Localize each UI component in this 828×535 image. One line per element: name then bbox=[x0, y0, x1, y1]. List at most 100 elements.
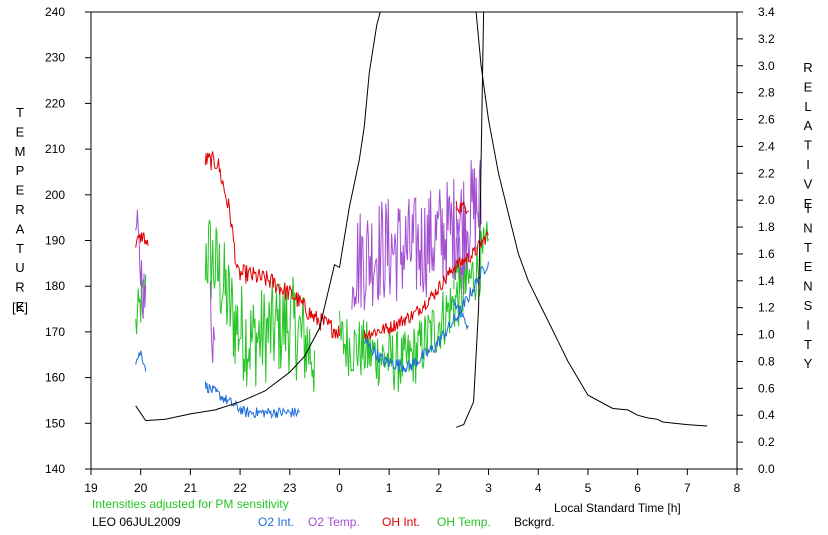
left-axis-title-letter: E bbox=[16, 124, 25, 139]
right-tick-label: 0.2 bbox=[758, 435, 775, 449]
series-line-segment bbox=[351, 159, 482, 311]
series-line-segment bbox=[204, 150, 340, 339]
right-axis-title-letter: T bbox=[804, 337, 812, 352]
series-line-segment bbox=[475, 11, 708, 427]
left-tick-label: 160 bbox=[45, 371, 65, 385]
right-tick-label: 0.8 bbox=[758, 354, 775, 368]
left-axis-title-letter: R bbox=[15, 202, 24, 217]
left-axis-title-letter: R bbox=[15, 280, 24, 295]
x-tick-label: 2 bbox=[436, 481, 443, 495]
legend: O2 Int. O2 Temp. OH Int. OH Temp. Bckgrd. bbox=[258, 515, 555, 529]
left-tick-label: 150 bbox=[45, 416, 65, 430]
right-axis-title-letter: I bbox=[806, 317, 810, 332]
left-tick-label: 210 bbox=[45, 142, 65, 156]
right-tick-label: 2.0 bbox=[758, 193, 775, 207]
x-tick-label: 5 bbox=[585, 481, 592, 495]
sensitivity-note: Intensities adjusted for PM sensitivity bbox=[92, 497, 289, 511]
x-tick-label: 23 bbox=[283, 481, 297, 495]
series-layer bbox=[135, 11, 708, 428]
right-tick-label: 1.8 bbox=[758, 220, 775, 234]
series-line-segment bbox=[455, 201, 469, 215]
x-tick-label: 8 bbox=[734, 481, 741, 495]
series-line-segment bbox=[135, 232, 149, 248]
x-tick-label: 19 bbox=[84, 481, 98, 495]
right-axis-title-letter: S bbox=[804, 298, 813, 313]
right-axis-title-letter: I bbox=[806, 157, 810, 172]
series-line-segment bbox=[209, 281, 216, 364]
right-tick-label: 2.8 bbox=[758, 86, 775, 100]
right-axis-title-letter: Y bbox=[804, 356, 813, 371]
x-tick-label: 3 bbox=[485, 481, 492, 495]
right-tick-label: 1.0 bbox=[758, 328, 775, 342]
left-axis-title-letter: T bbox=[16, 241, 24, 256]
x-tick-label: 21 bbox=[184, 481, 198, 495]
x-tick-label: 20 bbox=[134, 481, 148, 495]
right-axis-title-letter: E bbox=[804, 196, 813, 211]
series-line-segment bbox=[135, 350, 147, 372]
series-line-segment bbox=[453, 298, 470, 331]
series-oh-temp bbox=[135, 219, 489, 393]
left-axis-title-letter: M bbox=[15, 144, 26, 159]
left-tick-label: 230 bbox=[45, 51, 65, 65]
right-tick-label: 0.6 bbox=[758, 381, 775, 395]
plot-frame bbox=[90, 11, 738, 470]
right-tick-label: 3.4 bbox=[758, 5, 775, 19]
x-tick-label: 22 bbox=[233, 481, 247, 495]
x-axis-title: Local Standard Time [h] bbox=[554, 501, 681, 515]
x-tick-label: 6 bbox=[634, 481, 641, 495]
x-tick-label: 0 bbox=[336, 481, 343, 495]
x-tick-label: 4 bbox=[535, 481, 542, 495]
series-line-segment bbox=[363, 261, 489, 373]
right-tick-label: 0.0 bbox=[758, 462, 775, 476]
left-axis-title-letter: E bbox=[16, 183, 25, 198]
right-tick-label: 1.4 bbox=[758, 274, 775, 288]
x-tick-label: 7 bbox=[684, 481, 691, 495]
left-tick-label: 180 bbox=[45, 279, 65, 293]
right-axis-title-letter: I bbox=[806, 201, 810, 216]
series-bckgrd bbox=[135, 11, 708, 428]
right-axis-title-letter: N bbox=[803, 279, 812, 294]
left-tick-label: 220 bbox=[45, 96, 65, 110]
right-tick-label: 1.6 bbox=[758, 247, 775, 261]
left-tick-label: 170 bbox=[45, 325, 65, 339]
left-axis-title-letter: E bbox=[16, 299, 25, 314]
legend-item: OH Temp. bbox=[437, 515, 491, 529]
right-axis-title-letter: L bbox=[804, 99, 811, 114]
right-tick-label: 3.0 bbox=[758, 59, 775, 73]
right-axis-title-letter: T bbox=[804, 138, 812, 153]
right-axis-title-letter: E bbox=[804, 79, 813, 94]
left-tick-label: 240 bbox=[45, 5, 65, 19]
right-tick-label: 3.2 bbox=[758, 32, 775, 46]
legend-item: O2 Int. bbox=[258, 515, 294, 529]
left-tick-label: 140 bbox=[45, 462, 65, 476]
right-tick-label: 2.2 bbox=[758, 166, 775, 180]
right-axis-title-letter: E bbox=[804, 259, 813, 274]
right-axis-title-letter: R bbox=[803, 60, 812, 75]
series-o2-int bbox=[135, 261, 489, 420]
right-axis-title-letter: V bbox=[804, 176, 813, 191]
series-line-segment bbox=[456, 11, 485, 428]
left-axis-title-letter: A bbox=[16, 221, 25, 236]
series-o2-temp bbox=[135, 159, 482, 364]
right-axis-title-letter: N bbox=[803, 220, 812, 235]
x-tick-label: 1 bbox=[386, 481, 393, 495]
series-oh-int bbox=[135, 150, 489, 341]
series-line-segment bbox=[363, 230, 489, 341]
left-axis-title-letter: U bbox=[15, 260, 24, 275]
right-axis-title-letter: A bbox=[804, 118, 813, 133]
left-axis-unit: [K] bbox=[12, 300, 28, 315]
left-tick-label: 190 bbox=[45, 234, 65, 248]
series-line-segment bbox=[204, 381, 300, 420]
series-line-segment bbox=[204, 219, 316, 392]
legend-item: OH Int. bbox=[382, 515, 420, 529]
left-axis-title-letter: P bbox=[16, 163, 25, 178]
series-line-segment bbox=[135, 11, 381, 422]
right-tick-label: 1.2 bbox=[758, 301, 775, 315]
legend-item: O2 Temp. bbox=[308, 515, 360, 529]
left-axis-title-letter: T bbox=[16, 105, 24, 120]
station-label: LEO 06JUL2009 bbox=[92, 515, 181, 529]
right-tick-label: 2.6 bbox=[758, 113, 775, 127]
left-tick-label: 200 bbox=[45, 188, 65, 202]
